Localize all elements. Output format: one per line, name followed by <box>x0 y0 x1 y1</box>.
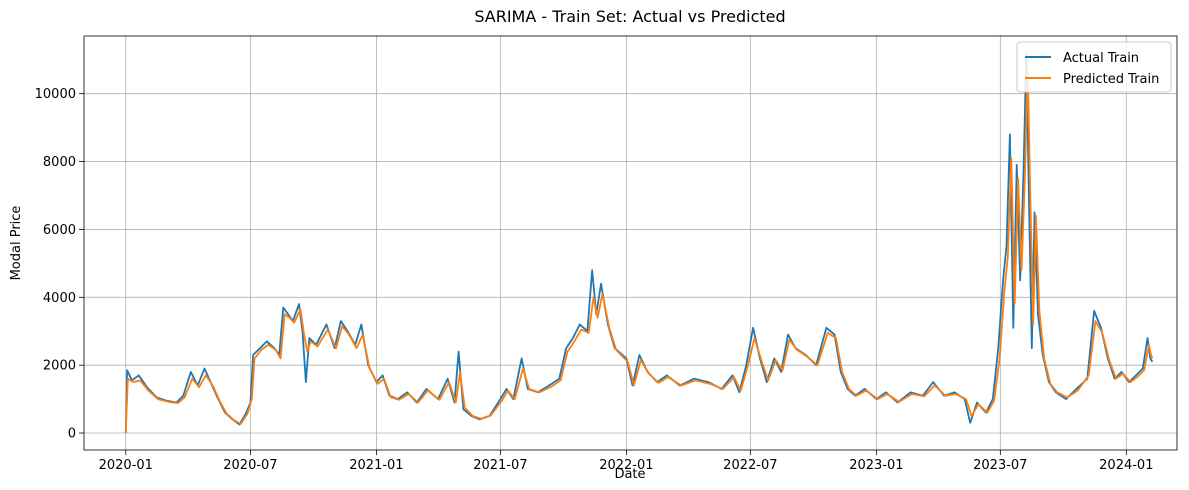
x-tick-label: 2023-07 <box>973 458 1027 473</box>
series-lines <box>124 52 1154 434</box>
x-axis-label: Date <box>614 467 645 482</box>
x-tick-label: 2024-01 <box>1099 458 1153 473</box>
y-tick-label: 0 <box>68 427 76 442</box>
y-tick-label: 8000 <box>43 155 76 170</box>
legend-box <box>1016 41 1172 93</box>
y-axis-label: Modal Price <box>9 206 24 281</box>
x-tick-label: 2020-01 <box>99 458 153 473</box>
x-tick-label: 2022-07 <box>723 458 777 473</box>
y-tick-label: 4000 <box>43 291 76 306</box>
x-tick-label: 2022-01 <box>599 458 653 473</box>
plot-frame <box>83 35 1178 451</box>
chart-title: SARIMA - Train Set: Actual vs Predicted <box>474 7 785 26</box>
x-tick-label: 2021-01 <box>349 458 403 473</box>
x-tick-label: 2020-07 <box>223 458 277 473</box>
ticks: 2020-01 2020-07 2021-01 2021-07 2022-01 2022-… <box>35 87 1154 473</box>
x-tick-label: 2021-07 <box>473 458 527 473</box>
y-tick-label: 10000 <box>35 87 76 102</box>
legend: Actual Train Predicted Train <box>1016 41 1172 93</box>
grid <box>84 36 1177 450</box>
y-tick-label: 2000 <box>43 359 76 374</box>
legend-label-predicted: Predicted Train <box>1063 72 1159 87</box>
x-tick-label: 2023-01 <box>849 458 903 473</box>
legend-label-actual: Actual Train <box>1063 51 1139 66</box>
predicted-train-line <box>124 65 1154 434</box>
y-tick-label: 6000 <box>43 223 76 238</box>
